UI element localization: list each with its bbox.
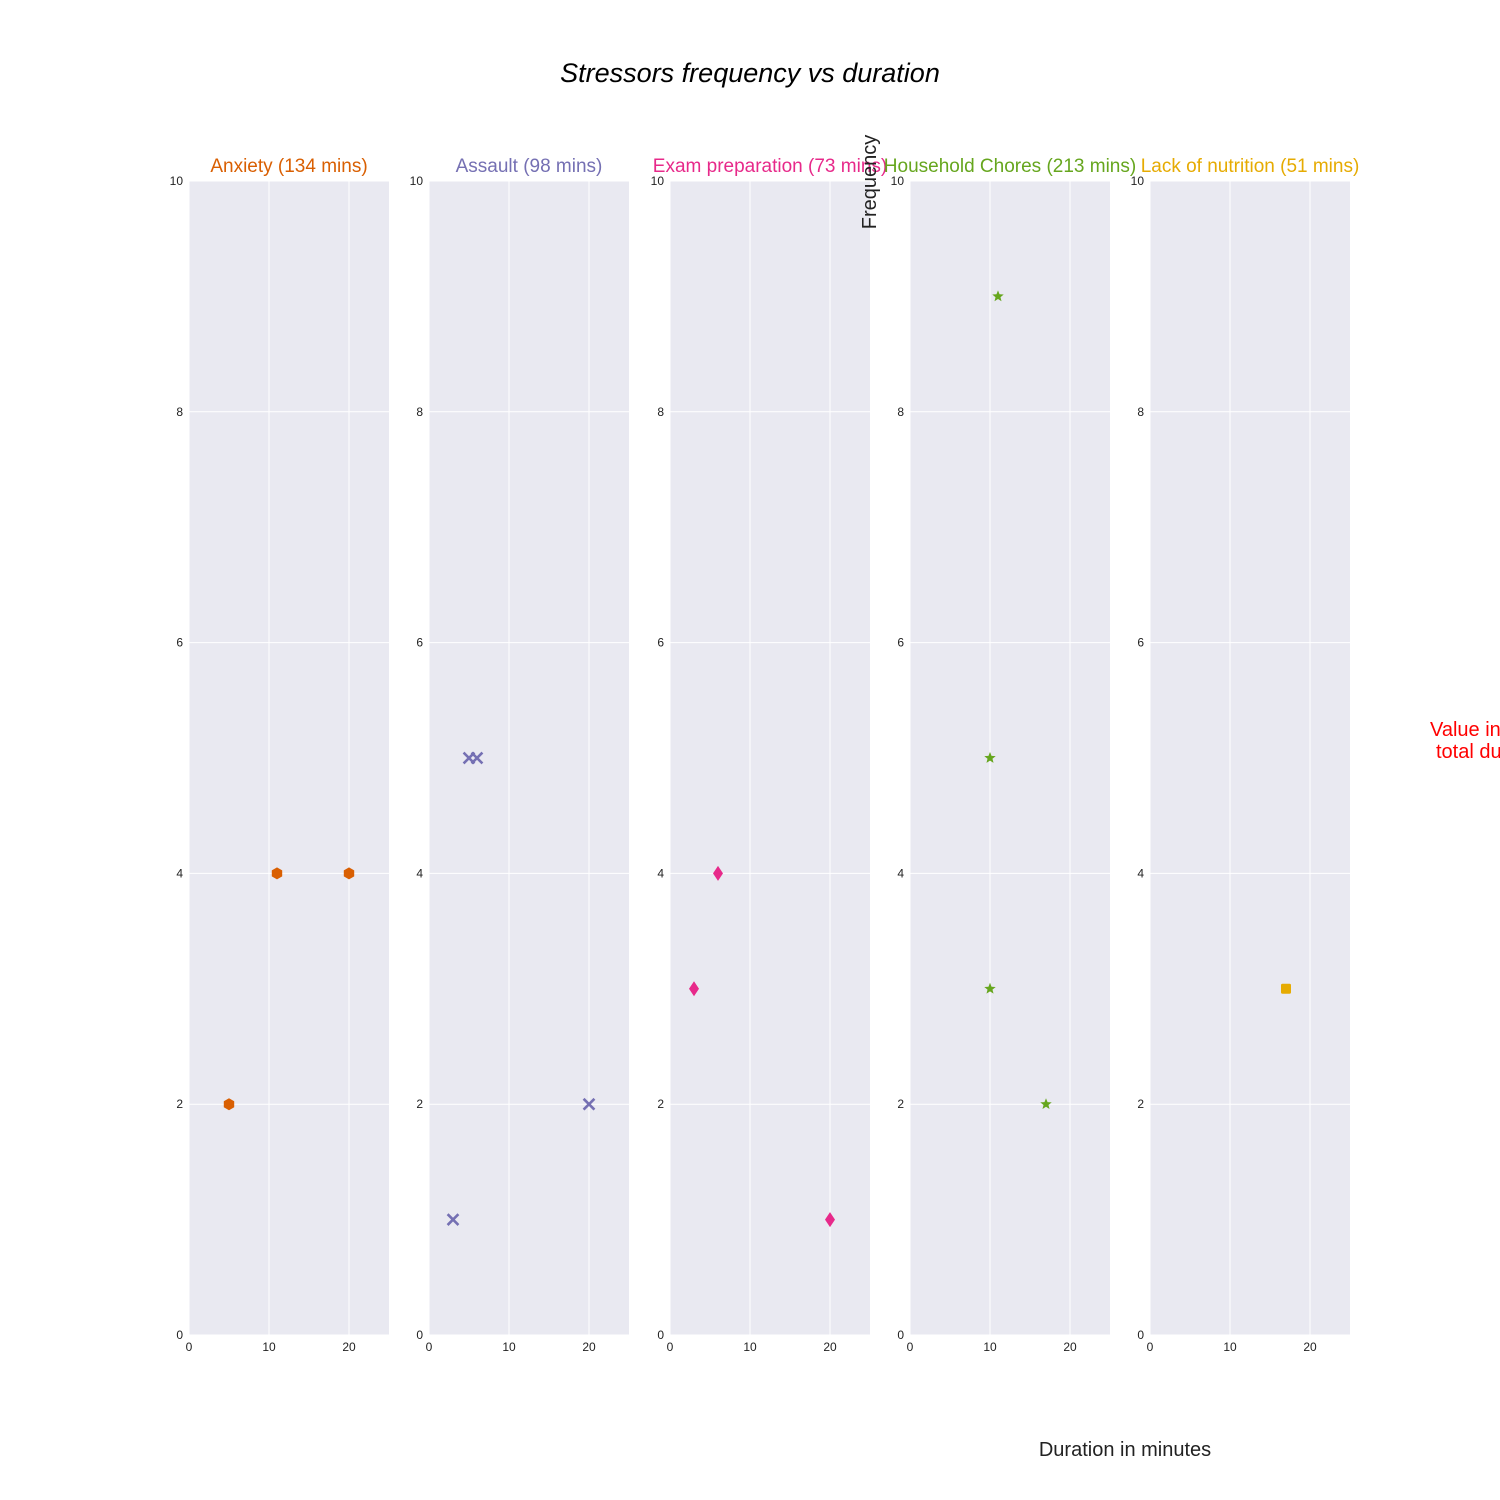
- y-tick-label: 4: [416, 866, 423, 880]
- x-tick-label: 20: [582, 1340, 596, 1354]
- y-tick-label: 6: [416, 636, 423, 650]
- plot-background: [910, 181, 1110, 1335]
- data-point: [462, 751, 476, 765]
- data-point: [1281, 983, 1291, 994]
- panel-title: Lack of nutrition (51 mins): [1141, 156, 1360, 177]
- plot-background: [429, 181, 629, 1335]
- annotation-line: total du: [1436, 741, 1500, 763]
- x-tick-label: 0: [907, 1340, 914, 1354]
- x-tick-label: 20: [1303, 1340, 1317, 1354]
- x-tick-label: 0: [426, 1340, 433, 1354]
- panel-title: Household Chores (213 mins): [884, 156, 1136, 177]
- data-point: [992, 290, 1004, 302]
- y-tick-label: 6: [176, 636, 183, 650]
- panel-title: Assault (98 mins): [456, 156, 603, 177]
- y-tick-label: 6: [657, 636, 664, 650]
- y-tick-label: 8: [657, 405, 664, 419]
- y-tick-label: 8: [1137, 405, 1144, 419]
- y-tick-label: 2: [176, 1097, 183, 1111]
- x-tick-label: 0: [667, 1340, 674, 1354]
- y-tick-label: 8: [416, 405, 423, 419]
- x-tick-label: 10: [502, 1340, 516, 1354]
- data-point: [271, 867, 283, 880]
- y-tick-label: 2: [1137, 1097, 1144, 1111]
- data-point: [689, 981, 699, 997]
- y-axis-label: Frequency: [859, 135, 881, 230]
- data-point: [446, 1213, 460, 1226]
- panel-3: 0 2 4 6 8 10 0 10 20 Household Chores (213 mins): [884, 156, 1136, 1354]
- y-tick-label: 8: [897, 405, 904, 419]
- x-tick-label: 10: [1223, 1340, 1237, 1354]
- data-point: [984, 752, 996, 763]
- x-axis-label: Duration in minutes: [1039, 1439, 1211, 1461]
- x-tick-label: 20: [1063, 1340, 1077, 1354]
- y-tick-label: 0: [176, 1328, 183, 1342]
- panel-title: Anxiety (134 mins): [210, 156, 367, 177]
- y-tick-label: 10: [1131, 174, 1145, 188]
- data-point: [470, 751, 484, 765]
- data-point: [984, 982, 996, 994]
- x-tick-label: 10: [743, 1340, 757, 1354]
- x-tick-label: 20: [823, 1340, 837, 1354]
- y-tick-label: 4: [657, 866, 664, 880]
- y-tick-label: 0: [897, 1328, 904, 1342]
- chart-title: Stressors frequency vs duration: [560, 58, 940, 88]
- y-tick-label: 10: [651, 174, 665, 188]
- y-tick-label: 2: [657, 1097, 664, 1111]
- data-point: [582, 1097, 596, 1111]
- y-tick-label: 4: [897, 866, 904, 880]
- y-tick-label: 2: [897, 1097, 904, 1111]
- x-tick-label: 20: [342, 1340, 356, 1354]
- x-tick-label: 0: [186, 1340, 193, 1354]
- panel-2: 0 2 4 6 8 10 0 10 20 Exam preparation (73 mins): [651, 156, 888, 1354]
- data-point: [223, 1098, 235, 1111]
- y-tick-label: 0: [657, 1328, 664, 1342]
- y-tick-label: 10: [891, 174, 905, 188]
- panel-0: 0 2 4 6 8 10 0 10 20 Anxiety (134 mins): [170, 156, 389, 1354]
- y-tick-label: 10: [410, 174, 424, 188]
- data-point: [825, 1212, 835, 1228]
- data-point: [713, 865, 723, 881]
- y-tick-label: 10: [170, 174, 184, 188]
- annotation-line: Value in: [1430, 719, 1500, 741]
- panel-4: 0 2 4 6 8 10 0 10 20 Lack of nutrition (51 mins): [1131, 156, 1360, 1354]
- data-point: [343, 867, 355, 880]
- data-point: [1040, 1098, 1052, 1110]
- x-tick-label: 10: [262, 1340, 276, 1354]
- plot-background: [189, 181, 389, 1335]
- plot-background: [1150, 181, 1350, 1335]
- panel-1: 0 2 4 6 8 10 0 10 20 Assault (98 mins): [410, 156, 629, 1354]
- y-tick-label: 0: [1137, 1328, 1144, 1342]
- y-tick-label: 8: [176, 405, 183, 419]
- panel-title: Exam preparation (73 mins): [653, 156, 887, 177]
- y-tick-label: 0: [416, 1328, 423, 1342]
- y-tick-label: 6: [897, 636, 904, 650]
- y-tick-label: 6: [1137, 636, 1144, 650]
- y-tick-label: 4: [1137, 866, 1144, 880]
- plot-background: [670, 181, 870, 1335]
- x-tick-label: 0: [1147, 1340, 1154, 1354]
- x-tick-label: 10: [983, 1340, 997, 1354]
- y-tick-label: 4: [176, 866, 183, 880]
- y-tick-label: 2: [416, 1097, 423, 1111]
